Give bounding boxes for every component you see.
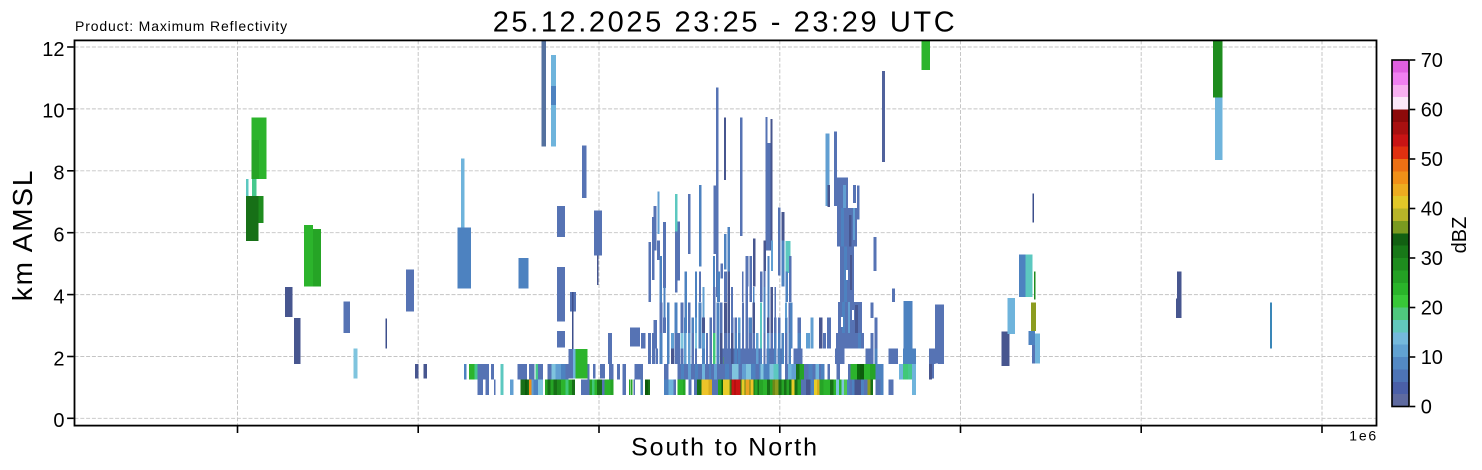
svg-text:South to North: South to North	[631, 434, 819, 462]
svg-text:4: 4	[53, 286, 64, 308]
svg-text:50: 50	[1421, 149, 1443, 171]
svg-text:10: 10	[42, 101, 64, 123]
svg-text:Product: Maximum Reflectivity: Product: Maximum Reflectivity	[75, 18, 288, 34]
svg-text:8: 8	[53, 163, 64, 185]
svg-text:60: 60	[1421, 99, 1443, 121]
svg-text:2: 2	[53, 348, 64, 370]
svg-text:25.12.2025 23:25 - 23:29 UTC: 25.12.2025 23:25 - 23:29 UTC	[493, 6, 958, 38]
svg-text:30: 30	[1421, 248, 1443, 270]
svg-text:20: 20	[1421, 297, 1443, 319]
svg-text:0: 0	[53, 410, 64, 432]
svg-text:70: 70	[1421, 50, 1443, 72]
svg-text:1e6: 1e6	[1349, 428, 1378, 444]
svg-text:40: 40	[1421, 198, 1443, 220]
svg-text:km AMSL: km AMSL	[7, 169, 38, 301]
svg-text:6: 6	[53, 225, 64, 247]
svg-text:10: 10	[1421, 347, 1443, 369]
svg-text:dBZ: dBZ	[1449, 217, 1471, 254]
svg-text:0: 0	[1421, 396, 1432, 418]
svg-text:12: 12	[42, 39, 64, 61]
